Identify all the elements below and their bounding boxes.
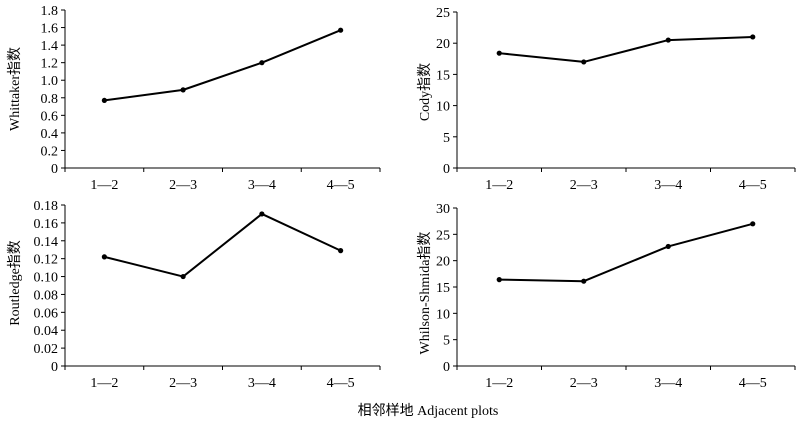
cody-y-tick-label: 15	[436, 68, 450, 83]
routledge-y-tick-label: 0.16	[34, 217, 59, 232]
whilson-shmida-data-point	[496, 277, 502, 283]
routledge-y-tick-label: 0.10	[34, 271, 59, 286]
whilson-shmida-y-tick-label: 10	[436, 307, 450, 322]
cody-y-tick-label: 10	[436, 100, 450, 115]
panel-routledge: 0 0.02 0.04 0.06 0.08 0.10 0.12 0.14 0.16 0.18 1—2…	[7, 199, 381, 391]
whittaker-data-point	[338, 27, 344, 33]
routledge-x-tick-label: 1—2	[90, 376, 118, 391]
shared-x-axis-title: 相邻样地 Adjacent plots	[358, 403, 499, 419]
routledge-y-tick-label: 0.06	[34, 306, 59, 321]
cody-y-tick-label: 25	[436, 6, 450, 21]
whittaker-y-tick-label: 0.8	[41, 92, 59, 107]
routledge-x-tick-label: 2—3	[169, 376, 197, 391]
cody-data-point	[581, 59, 587, 65]
whittaker-y-tick-label: 0.6	[41, 109, 59, 124]
whittaker-y-tick-label: 0.2	[41, 144, 59, 159]
whilson-shmida-data-point	[665, 243, 671, 250]
whittaker-y-tick-label: 1.4	[41, 39, 59, 54]
whilson-shmida-y-tick-label: 25	[436, 228, 450, 243]
routledge-data-point	[338, 248, 344, 254]
cody-series-line	[499, 35, 753, 63]
whilson-shmida-data-point	[750, 221, 756, 227]
whittaker-data-point	[259, 60, 265, 66]
whittaker-series-line	[104, 29, 342, 102]
whilson-shmida-series-line	[499, 222, 754, 283]
routledge-x-tick-label: 4—5	[327, 376, 355, 391]
routledge-data-point	[101, 254, 107, 260]
whilson-shmida-data-point	[581, 278, 587, 284]
whilson-shmida-y-tick-label: 0	[443, 360, 450, 375]
whilson-shmida-y-tick-label: 20	[436, 255, 450, 270]
cody-y-tick-label: 20	[436, 37, 450, 52]
routledge-y-tick-label: 0.12	[34, 253, 59, 268]
whittaker-y-tick-label: 1.8	[41, 4, 59, 19]
whittaker-data-point	[180, 87, 186, 93]
whittaker-y-tick-label: 0.4	[41, 127, 59, 142]
whittaker-y-tick-label: 0	[51, 162, 58, 177]
whilson-shmida-y-axis-title: Whilson-Shmida指数	[417, 232, 433, 355]
routledge-series-line	[104, 212, 342, 278]
cody-data-point	[496, 50, 502, 56]
panel-whittaker: 0 0.2 0.4 0.6 0.8 1.0 1.2 1.4 1.6 1.8 1—2 2—3 3—4 4—5…	[7, 4, 381, 193]
whilson-shmida-x-tick-label: 4—5	[739, 376, 767, 391]
cody-data-point	[665, 37, 671, 43]
routledge-data-point	[180, 273, 186, 280]
cody-x-tick-label: 4—5	[739, 178, 767, 193]
routledge-data-point	[259, 211, 265, 217]
whilson-shmida-y-tick-label: 15	[436, 281, 450, 296]
whittaker-data-point	[101, 97, 107, 104]
panel-whilson-shmida: 0 5 10 15 20 25 30 1—2 2—3 3—4 4—5 Whilson-Shmida指数	[417, 202, 796, 391]
routledge-y-tick-label: 0.04	[34, 324, 59, 339]
whittaker-y-tick-label: 1.2	[41, 57, 59, 72]
whilson-shmida-y-tick-label: 30	[436, 202, 450, 217]
routledge-y-tick-label: 0.14	[34, 235, 59, 250]
whittaker-y-axis-title: Whittaker指数	[7, 47, 23, 131]
cody-y-tick-label: 5	[443, 131, 450, 146]
cody-data-point	[750, 34, 756, 40]
whittaker-y-tick-label: 1.0	[41, 74, 59, 89]
whittaker-y-tick-label: 1.6	[41, 22, 59, 37]
whittaker-x-tick-label: 2—3	[169, 178, 197, 193]
cody-y-tick-label: 0	[443, 162, 450, 177]
whilson-shmida-x-tick-label: 1—2	[485, 376, 513, 391]
routledge-x-tick-label: 3—4	[248, 376, 276, 391]
whittaker-x-tick-label: 3—4	[248, 178, 276, 193]
whilson-shmida-x-tick-label: 3—4	[654, 376, 682, 391]
cody-y-axis-title: Cody指数	[417, 63, 433, 121]
cody-x-tick-label: 3—4	[654, 178, 682, 193]
whilson-shmida-x-tick-label: 2—3	[570, 376, 598, 391]
panel-cody: 0 5 10 15 20 25 1—2 2—3 3—4 4—5 Cody指数	[417, 6, 796, 193]
routledge-y-tick-label: 0.08	[34, 288, 59, 303]
whittaker-x-tick-label: 1—2	[90, 178, 118, 193]
routledge-y-tick-label: 0	[51, 360, 58, 375]
cody-x-tick-label: 2—3	[570, 178, 598, 193]
routledge-y-axis-title: Routledge指数	[7, 240, 23, 326]
routledge-y-tick-label: 0.18	[34, 199, 59, 214]
whilson-shmida-y-tick-label: 5	[443, 334, 450, 349]
whittaker-x-tick-label: 4—5	[327, 178, 355, 193]
cody-x-tick-label: 1—2	[485, 178, 513, 193]
routledge-y-tick-label: 0.02	[34, 342, 59, 357]
